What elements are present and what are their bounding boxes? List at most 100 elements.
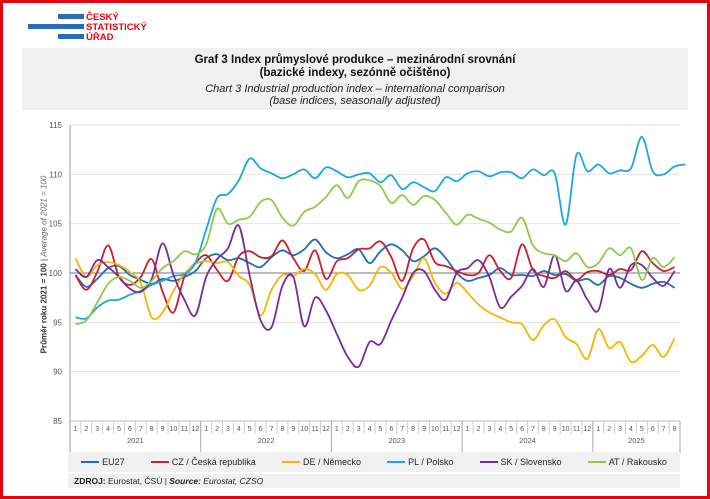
month-tick-label: 1 (73, 426, 77, 433)
logo-line-3: ÚŘAD (86, 32, 114, 43)
month-tick-label: 10 (300, 426, 308, 433)
month-tick-label: 6 (520, 426, 524, 433)
month-tick-label: 11 (311, 426, 318, 433)
month-tick-label: 1 (204, 426, 208, 433)
month-tick-label: 2 (215, 426, 219, 433)
month-tick-label: 7 (531, 426, 535, 433)
month-tick-label: 11 (573, 426, 580, 433)
month-tick-label: 1 (466, 426, 470, 433)
month-tick-label: 9 (161, 426, 165, 433)
legend-swatch (81, 461, 100, 463)
month-tick-label: 1 (596, 426, 600, 433)
series-line-sk (74, 224, 676, 369)
year-label: 2022 (258, 436, 275, 445)
source-label-cz: ZDROJ: (74, 476, 106, 486)
title-cz-line-2: (bazické indexy, sezónně očištěno) (259, 67, 451, 79)
series-line-pl (75, 135, 686, 320)
source-text-en: Eurostat, CZSO (200, 476, 264, 486)
y-tick-label: 115 (49, 121, 62, 130)
month-tick-label: 4 (368, 426, 372, 433)
legend-label: SK / Slovensko (500, 457, 562, 467)
legend-item: PL / Polsko (387, 457, 453, 467)
month-tick-label: 12 (191, 426, 199, 433)
month-tick-label: 10 (562, 426, 570, 433)
legend-swatch (281, 461, 300, 463)
y-tick-label: 85 (53, 417, 62, 426)
legend-swatch (150, 461, 169, 463)
legend-swatch (387, 461, 406, 463)
legend-item: CZ / Česká republika (150, 457, 256, 467)
legend-swatch (479, 461, 498, 463)
month-tick-label: 7 (662, 426, 666, 433)
month-tick-label: 6 (259, 426, 263, 433)
year-label: 2025 (628, 436, 645, 445)
month-tick-label: 4 (498, 426, 502, 433)
logo-line-1: ČESKÝ (86, 12, 119, 23)
legend-item: SK / Slovensko (479, 457, 562, 467)
month-tick-label: 12 (453, 426, 461, 433)
source-label-en: Source: (169, 476, 201, 486)
legend-label: EU27 (102, 457, 125, 467)
month-tick-label: 3 (357, 426, 361, 433)
month-tick-label: 4 (106, 426, 110, 433)
month-tick-label: 9 (422, 426, 426, 433)
y-tick-label: 95 (53, 318, 62, 327)
month-tick-label: 12 (584, 426, 592, 433)
year-label: 2023 (388, 436, 405, 445)
month-tick-label: 5 (117, 426, 121, 433)
month-tick-label: 1 (335, 426, 339, 433)
legend-item: DE / Německo (281, 457, 361, 467)
month-tick-label: 3 (618, 426, 622, 433)
month-tick-label: 7 (270, 426, 274, 433)
month-tick-label: 6 (651, 426, 655, 433)
month-tick-label: 11 (181, 426, 188, 433)
y-tick-label: 105 (49, 220, 63, 229)
month-tick-label: 10 (431, 426, 439, 433)
series-line-cz (74, 237, 675, 314)
month-tick-label: 12 (322, 426, 330, 433)
month-tick-label: 2 (84, 426, 88, 433)
month-tick-label: 7 (400, 426, 404, 433)
y-tick-label: 110 (49, 170, 62, 179)
legend-item: EU27 (81, 457, 125, 467)
month-tick-label: 4 (629, 426, 633, 433)
month-tick-label: 10 (170, 426, 178, 433)
month-tick-label: 11 (442, 426, 449, 433)
chart-title-box: Graf 3 Index průmyslové produkce – mezin… (22, 48, 688, 110)
month-tick-label: 3 (487, 426, 491, 433)
title-en-line-2: (base indices, seasonally adjusted) (269, 95, 441, 107)
legend-label: DE / Německo (302, 457, 361, 467)
title-en-line-1: Chart 3 Industrial production index – in… (205, 83, 505, 95)
series-line-de (74, 257, 676, 364)
legend-label: CZ / Česká republika (171, 457, 256, 467)
month-tick-label: 2 (477, 426, 481, 433)
month-tick-label: 8 (411, 426, 415, 433)
legend-swatch (587, 461, 606, 463)
month-tick-label: 5 (509, 426, 513, 433)
title-cz-line-1: Graf 3 Index průmyslové produkce – mezin… (194, 54, 516, 66)
logo-line-2: STATISTICKÝ (86, 22, 147, 33)
year-label: 2024 (519, 436, 536, 445)
month-tick-label: 5 (248, 426, 252, 433)
month-tick-label: 4 (237, 426, 241, 433)
y-tick-label: 100 (49, 269, 63, 278)
month-tick-label: 6 (389, 426, 393, 433)
month-tick-label: 3 (95, 426, 99, 433)
month-tick-label: 6 (128, 426, 132, 433)
month-tick-label: 8 (542, 426, 546, 433)
y-tick-label: 90 (53, 368, 62, 377)
legend-label: PL / Polsko (408, 457, 454, 467)
legend-item: AT / Rakousko (587, 457, 667, 467)
month-tick-label: 2 (346, 426, 350, 433)
month-tick-label: 5 (640, 426, 644, 433)
series-line-at (75, 178, 676, 326)
month-tick-label: 7 (139, 426, 143, 433)
month-tick-label: 2 (607, 426, 611, 433)
month-tick-label: 9 (291, 426, 295, 433)
month-tick-label: 5 (378, 426, 382, 433)
month-tick-label: 8 (150, 426, 154, 433)
source-text-cz: Eurostat, ČSÚ | (105, 476, 170, 486)
month-tick-label: 8 (673, 426, 677, 433)
